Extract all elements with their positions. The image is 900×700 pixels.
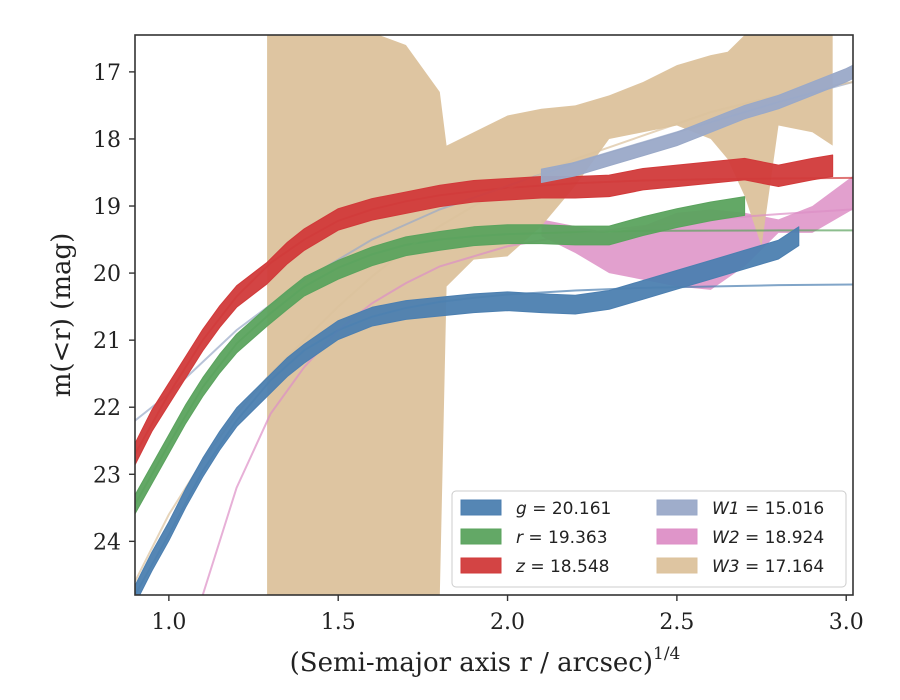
svg-text:(Semi-major axis r / arcsec)1/: (Semi-major axis r / arcsec)1/4 <box>290 644 681 678</box>
x-tick-label: 2.5 <box>659 610 694 635</box>
legend-band-value: = 20.161 <box>527 499 612 519</box>
x-axis-exponent: 1/4 <box>653 644 680 664</box>
y-tick-label: 22 <box>93 396 121 421</box>
y-tick-label: 18 <box>93 128 121 153</box>
r-model-line <box>135 229 853 505</box>
legend-band-name: W3 <box>712 557 740 577</box>
legend-band-name: W2 <box>712 528 740 548</box>
x-tick-label: 1.0 <box>151 610 186 635</box>
w1-profile-band <box>540 64 853 184</box>
legend-band-value: = 17.164 <box>740 557 825 577</box>
y-tick-label: 21 <box>93 329 121 354</box>
y-tick-label: 19 <box>93 195 121 220</box>
z-profile-band <box>135 154 834 466</box>
legend-label-w1: W1 = 15.016 <box>712 499 824 519</box>
legend-band-name: r <box>516 528 524 548</box>
legend-label-z: z = 18.548 <box>515 557 609 577</box>
legend-swatch-w2 <box>656 528 698 545</box>
legend-label-r: r = 19.363 <box>516 528 608 548</box>
legend-label-w3: W3 = 17.164 <box>712 557 824 577</box>
legend-band-name: W1 <box>712 499 740 519</box>
x-tick-label: 1.5 <box>321 610 356 635</box>
w2-band <box>541 175 853 290</box>
legend-label-w2: W2 = 18.924 <box>712 528 824 548</box>
legend-swatch-z <box>460 557 502 574</box>
plot-frame <box>134 34 854 596</box>
legend-band-value: = 18.924 <box>740 528 825 548</box>
legend-band-value: = 15.016 <box>740 499 825 519</box>
legend-band-name: g <box>516 499 527 519</box>
r-profile-band <box>135 196 746 515</box>
legend-swatch-r <box>460 528 502 545</box>
legend-swatch-w3 <box>656 557 698 574</box>
x-tick-label: 3.0 <box>829 610 864 635</box>
legend-swatch-g <box>460 499 502 516</box>
w3-band <box>267 35 833 595</box>
legend-swatch-w1 <box>656 499 698 516</box>
legend-label-g: g = 20.161 <box>516 499 611 519</box>
legend-band-name: z <box>515 557 526 577</box>
y-tick-label: 20 <box>93 262 121 287</box>
y-axis-label: m(<r) (mag) <box>47 233 77 398</box>
axes: 1.0 1.5 2.0 2.5 3.0 17 18 19 20 21 22 23 24 <box>93 61 864 635</box>
y-tick-label: 23 <box>93 463 121 488</box>
legend-box <box>451 490 847 588</box>
plot-area <box>135 35 853 595</box>
x-tick-label: 2.0 <box>490 610 525 635</box>
x-axis-label: (Semi-major axis r / arcsec) <box>290 648 653 678</box>
y-tick-label: 24 <box>93 530 121 555</box>
g-profile-band <box>135 226 800 595</box>
legend-band-value: = 18.548 <box>525 557 610 577</box>
y-tick-label: 17 <box>93 61 121 86</box>
x-axis-title: (Semi-major axis r / arcsec)1/4 <box>290 644 681 678</box>
legend-band-value: = 19.363 <box>523 528 608 548</box>
